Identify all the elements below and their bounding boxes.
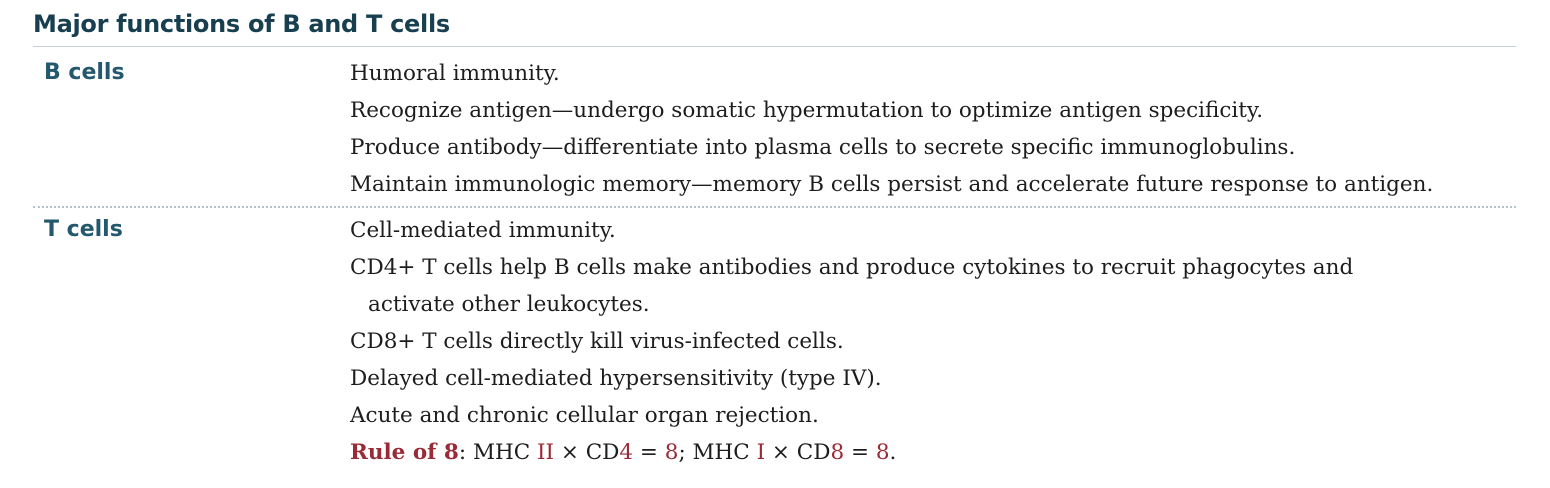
t-cells-line: Cell-mediated immunity. bbox=[350, 218, 616, 243]
cd4-number: 4 bbox=[619, 440, 634, 465]
page-title: Major functions of B and T cells bbox=[33, 10, 450, 38]
t-cells-line: Acute and chronic cellular organ rejecti… bbox=[350, 403, 819, 428]
t-cells-functions: Cell-mediated immunity. CD4+ T cells hel… bbox=[350, 212, 1530, 471]
rule-text: = bbox=[844, 440, 876, 465]
rule-text: = bbox=[633, 440, 665, 465]
t-cells-line-continuation: activate other leukocytes. bbox=[368, 292, 650, 317]
b-cells-line: Recognize antigen—undergo somatic hyperm… bbox=[350, 98, 1264, 123]
row-divider bbox=[33, 206, 1516, 208]
rule-text: ; MHC bbox=[678, 440, 757, 465]
result-eight: 8 bbox=[664, 440, 679, 465]
t-cells-line: Delayed cell-mediated hypersensitivity (… bbox=[350, 366, 882, 391]
mhc-class-i: I bbox=[756, 440, 766, 465]
rule-text: . bbox=[889, 440, 897, 465]
t-cells-label: T cells bbox=[44, 217, 123, 242]
rule-of-8: Rule of 8: MHC II × CD4 = 8; MHC I × CD8… bbox=[350, 434, 1530, 471]
rule-text: : MHC bbox=[458, 440, 538, 465]
b-cells-line: Maintain immunologic memory—memory B cel… bbox=[350, 172, 1434, 197]
mhc-class-ii: II bbox=[537, 440, 555, 465]
rule-text: × CD bbox=[765, 440, 831, 465]
rule-text: × CD bbox=[554, 440, 620, 465]
rule-of-8-label: Rule of 8 bbox=[350, 440, 459, 465]
b-cells-line: Humoral immunity. bbox=[350, 61, 560, 86]
b-cells-functions: Humoral immunity. Recognize antigen—unde… bbox=[350, 55, 1530, 203]
result-eight: 8 bbox=[875, 440, 890, 465]
b-cells-line: Produce antibody—differentiate into plas… bbox=[350, 135, 1296, 160]
cd8-number: 8 bbox=[830, 440, 845, 465]
t-cells-line: CD4+ T cells help B cells make antibodie… bbox=[350, 255, 1354, 280]
title-divider bbox=[33, 46, 1516, 47]
t-cells-line: CD8+ T cells directly kill virus-infecte… bbox=[350, 329, 844, 354]
b-cells-label: B cells bbox=[44, 60, 125, 85]
